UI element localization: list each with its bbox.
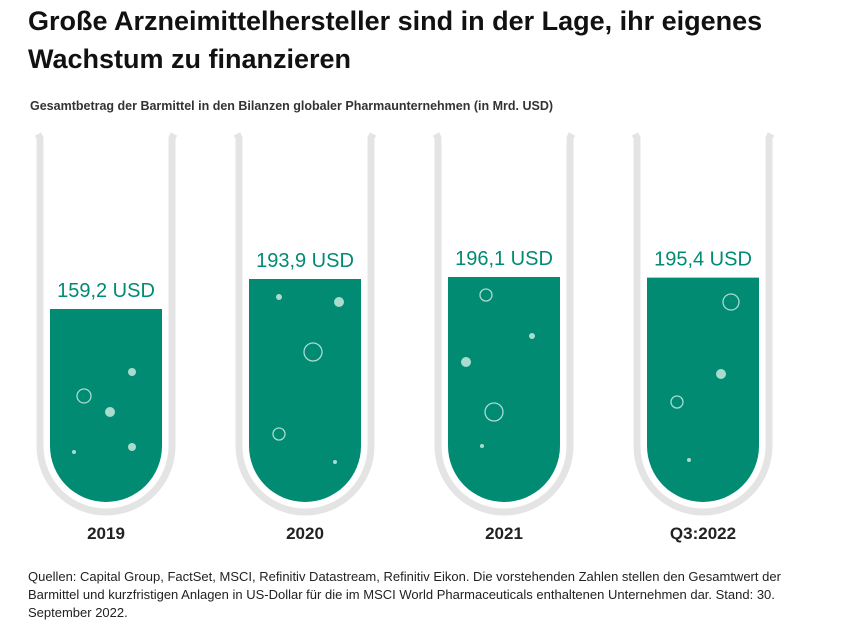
chart-subtitle: Gesamtbetrag der Barmittel in den Bilanz… — [30, 99, 554, 113]
bar-Q3:2022 — [647, 277, 759, 502]
bubble-3-3 — [670, 395, 684, 409]
value-label-2021: 196,1 USD — [455, 248, 553, 270]
bubble-0-0 — [128, 368, 136, 376]
bubble-1-0 — [276, 294, 282, 300]
bubble-1-2 — [303, 342, 323, 362]
value-label-2019: 159,2 USD — [57, 280, 155, 302]
bubble-3-1 — [722, 293, 740, 311]
bar-2021 — [448, 277, 560, 502]
bubble-2-0 — [479, 288, 493, 302]
tube-chart: 159,2 USD 2019 193,9 USD 2020 196,1 USD 2021 1… — [34, 132, 775, 543]
value-label-Q3:2022: 195,4 USD — [654, 249, 752, 271]
category-label-2019: 2019 — [87, 524, 125, 543]
bubble-1-4 — [333, 460, 337, 464]
category-label-2020: 2020 — [286, 524, 324, 543]
bar-2020 — [249, 278, 361, 502]
category-label-2021: 2021 — [485, 524, 523, 543]
value-label-2020: 193,9 USD — [256, 250, 354, 272]
bubble-2-3 — [484, 402, 504, 422]
bubble-0-4 — [128, 443, 136, 451]
bubble-0-3 — [72, 450, 76, 454]
source-note: Quellen: Capital Group, FactSet, MSCI, R… — [28, 569, 781, 620]
bubble-0-1 — [76, 388, 92, 404]
bar-2019 — [50, 309, 162, 502]
bubble-2-5 — [480, 444, 484, 448]
bubble-0-2 — [105, 407, 115, 417]
bubble-3-2 — [716, 369, 726, 379]
bubble-1-3 — [272, 427, 286, 441]
bubble-1-1 — [334, 297, 344, 307]
category-label-Q3:2022: Q3:2022 — [670, 524, 736, 543]
bubble-3-4 — [687, 458, 691, 462]
chart-title: Große Arzneimittelhersteller sind in der… — [28, 6, 763, 74]
bubble-2-1 — [529, 333, 535, 339]
bubble-2-2 — [461, 357, 471, 367]
